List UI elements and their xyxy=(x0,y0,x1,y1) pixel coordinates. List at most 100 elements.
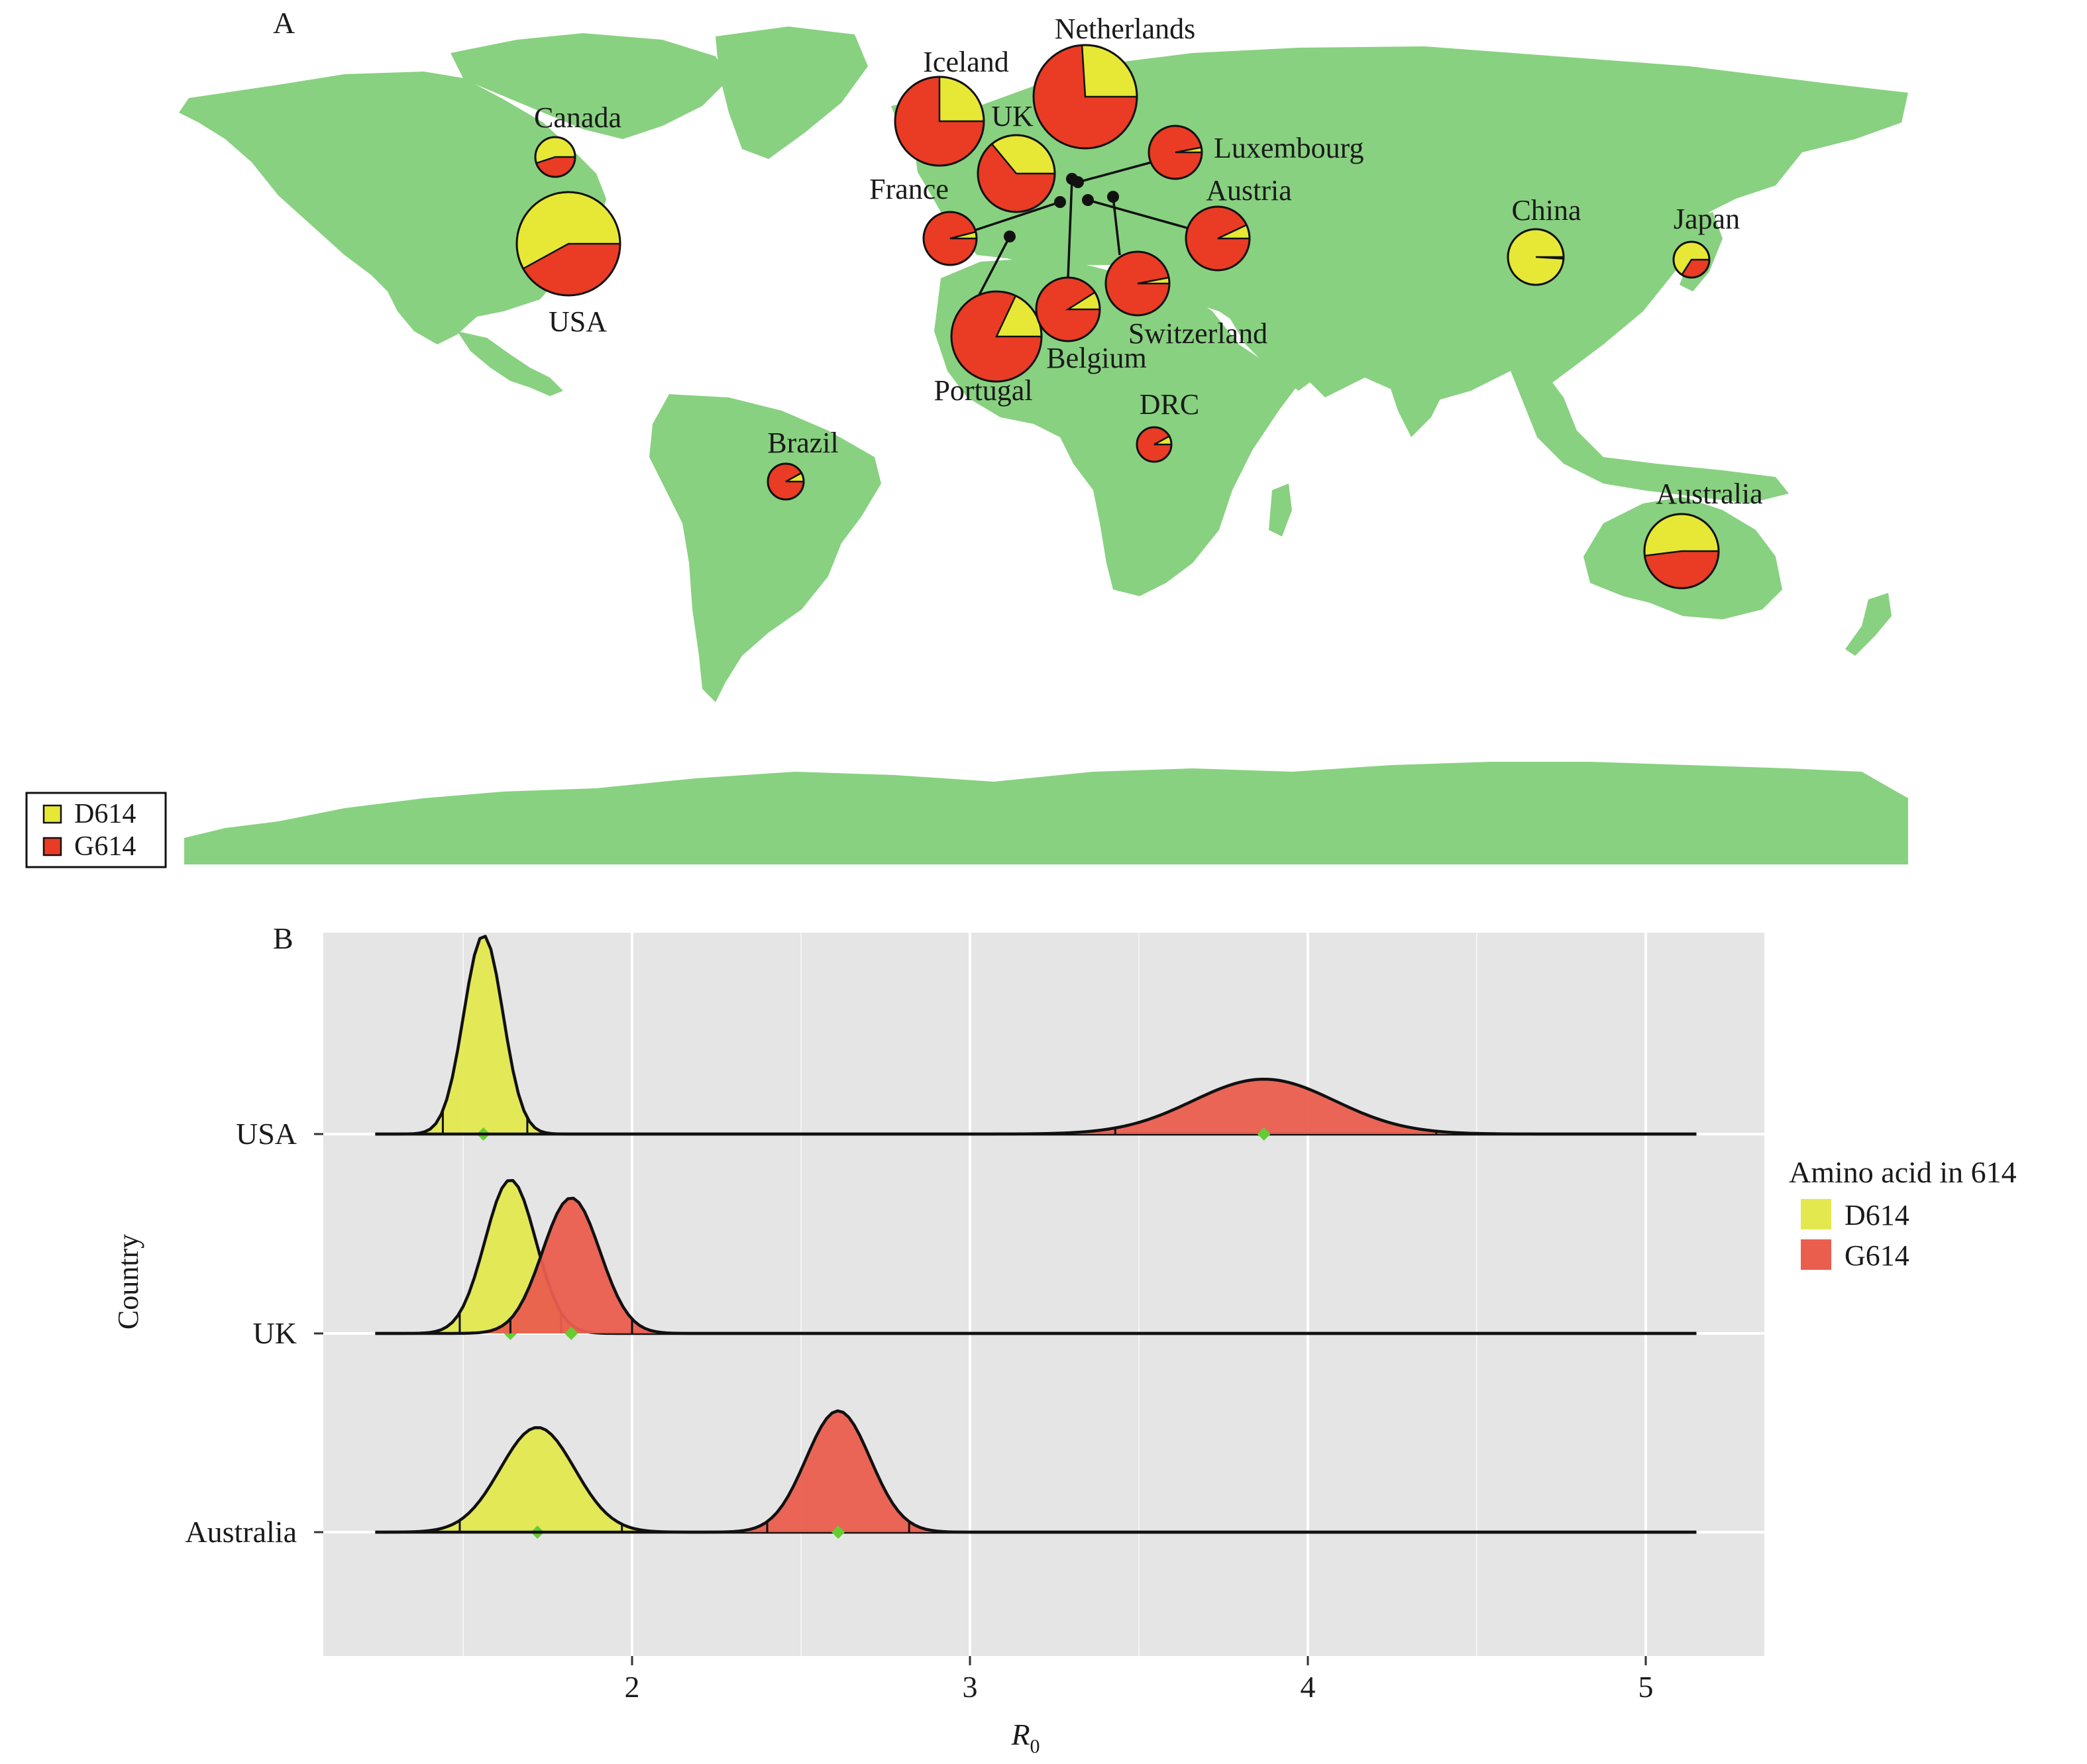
y-tick-label-australia: Australia xyxy=(185,1515,297,1549)
pie-uk: UK xyxy=(977,100,1056,213)
land-india xyxy=(1378,318,1458,437)
pie-outline-france xyxy=(922,211,978,266)
ridge-g614-uk xyxy=(375,1196,1697,1340)
ridge-mean-marker-g614-uk xyxy=(564,1327,578,1340)
ridge-outline-g614-usa xyxy=(375,1077,1697,1136)
pie-france: France xyxy=(869,173,978,266)
leader-line-switzerland xyxy=(1112,196,1121,256)
ridge-legend-label-g614: G614 xyxy=(1845,1239,1909,1272)
pie-leader-lines xyxy=(973,161,1190,295)
land-arctic-islands xyxy=(451,33,729,139)
land-greenland xyxy=(716,26,868,159)
pie-outline-austria xyxy=(1185,205,1251,272)
x-tick-label-3: 3 xyxy=(963,1670,978,1704)
pie-outline-canada xyxy=(534,136,576,178)
land-antarctica xyxy=(184,762,1908,864)
pie-luxembourg: Luxembourg xyxy=(1148,125,1364,180)
land-arabia xyxy=(1226,298,1345,391)
ridge-fill-d614-uk xyxy=(409,1180,612,1333)
pie-outline-drc xyxy=(1136,426,1173,463)
pie-outline-iceland xyxy=(894,76,985,167)
country-label-canada: Canada xyxy=(534,101,621,134)
leader-line-austria xyxy=(1087,199,1190,230)
country-label-iceland: Iceland xyxy=(923,46,1008,78)
panel-b-label: B xyxy=(273,921,294,955)
pie-canada: Canada xyxy=(534,101,621,178)
map-legend-swatch-d614 xyxy=(42,804,62,824)
ridge-g614-usa xyxy=(375,1077,1697,1141)
land-new-zealand xyxy=(1845,593,1892,656)
map-pies: Canada USA Iceland UK Netherlands Luxembourg F… xyxy=(515,13,1763,590)
country-label-drc: DRC xyxy=(1140,388,1199,421)
pie-outline-japan xyxy=(1672,240,1711,279)
pie-outline-luxembourg xyxy=(1148,125,1203,180)
ridge-fill-g614-usa xyxy=(980,1079,1548,1134)
pie-slice-d614-netherlands xyxy=(1081,44,1138,98)
location-dot-austria xyxy=(1082,194,1094,206)
pie-iceland: Iceland xyxy=(894,46,1009,167)
panel-a-label: A xyxy=(273,6,295,40)
pie-outline-switzerland xyxy=(1104,250,1171,317)
map-legend-label-g614: G614 xyxy=(74,831,136,862)
country-label-australia: Australia xyxy=(1656,478,1762,510)
pie-australia: Australia xyxy=(1643,478,1763,590)
pie-outline-brazil xyxy=(767,462,805,501)
pie-belgium: Belgium xyxy=(1035,276,1147,374)
country-label-france: France xyxy=(869,173,949,205)
country-label-japan: Japan xyxy=(1674,203,1740,235)
ridge-fill-d614-usa xyxy=(405,935,562,1134)
pie-brazil: Brazil xyxy=(767,427,839,501)
country-label-belgium: Belgium xyxy=(1046,342,1147,374)
leader-line-france xyxy=(973,201,1061,232)
location-dot-belgium xyxy=(1066,173,1078,185)
country-label-portugal: Portugal xyxy=(934,374,1032,407)
ridge-densities xyxy=(375,935,1697,1539)
map-legend-label-d614: D614 xyxy=(74,799,136,829)
ridge-fill-g614-uk xyxy=(456,1198,686,1333)
y-tick-label-usa: USA xyxy=(236,1117,297,1151)
y-tick-label-uk: UK xyxy=(253,1316,297,1350)
pie-austria: Austria xyxy=(1185,174,1292,272)
pie-usa: USA xyxy=(515,191,621,338)
land-madagascar xyxy=(1269,484,1292,537)
x-tick-label-4: 4 xyxy=(1301,1670,1316,1704)
leader-line-portugal xyxy=(978,236,1011,295)
ridge-legend-swatch-d614 xyxy=(1801,1199,1831,1229)
map-legend: D614 G614 xyxy=(25,792,167,868)
country-label-switzerland: Switzerland xyxy=(1128,317,1267,350)
pie-switzerland: Switzerland xyxy=(1104,250,1267,350)
leader-line-belgium xyxy=(1067,178,1073,279)
location-dot-portugal xyxy=(1004,231,1016,242)
ridge-legend-title: Amino acid in 614 xyxy=(1789,1155,2017,1189)
pie-outline-netherlands xyxy=(1032,44,1138,150)
country-label-china: China xyxy=(1511,194,1581,227)
country-label-uk: UK xyxy=(991,100,1034,132)
country-label-austria: Austria xyxy=(1206,174,1292,207)
pie-outline-china xyxy=(1507,228,1565,286)
pie-china: China xyxy=(1507,194,1581,286)
country-label-netherlands: Netherlands xyxy=(1055,13,1196,45)
x-axis: 2 3 4 5 R0 xyxy=(625,1656,1654,1757)
pie-portugal: Portugal xyxy=(934,290,1043,407)
ridge-outline-g614-uk xyxy=(375,1196,1697,1335)
ridge-legend-label-d614: D614 xyxy=(1845,1199,1909,1231)
x-tick-label-5: 5 xyxy=(1638,1670,1654,1704)
pie-outline-usa xyxy=(515,191,621,297)
ridge-fill-g614-australia xyxy=(710,1410,967,1532)
y-axis-title: Country xyxy=(112,1234,144,1329)
map-legend-swatch-g614 xyxy=(42,837,62,856)
pie-outline-portugal xyxy=(950,290,1043,383)
x-tick-label-2: 2 xyxy=(625,1670,640,1704)
ridge-legend-swatch-g614 xyxy=(1801,1239,1831,1270)
land-south-america xyxy=(649,394,881,702)
pie-japan: Japan xyxy=(1672,203,1740,279)
pie-outline-australia xyxy=(1643,513,1720,590)
ridge-outline-g614-australia xyxy=(375,1409,1697,1534)
country-label-usa: USA xyxy=(549,305,607,338)
location-dot-france xyxy=(1054,196,1066,208)
ridge-mean-marker-g614-usa xyxy=(1257,1127,1271,1141)
pie-netherlands: Netherlands xyxy=(1032,13,1196,150)
land-central-america xyxy=(457,331,563,396)
land-north-america xyxy=(179,72,606,344)
